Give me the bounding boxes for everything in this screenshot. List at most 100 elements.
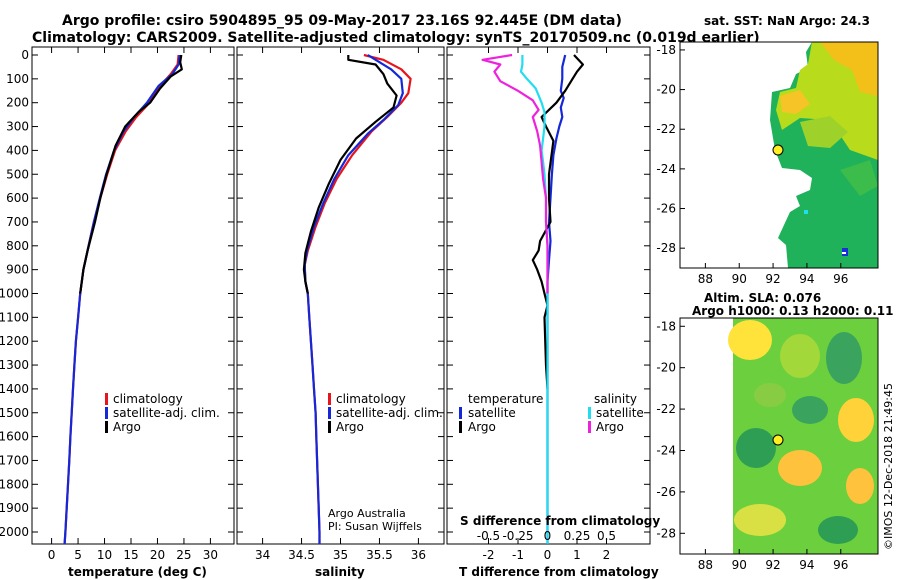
- legend-label-t-argo: Argo: [468, 420, 496, 434]
- sla-map-title-1: Altim. SLA: 0.076: [704, 291, 821, 305]
- depth-tick: 1100: [0, 310, 29, 324]
- temperature-x-label: temperature (deg C): [68, 565, 207, 579]
- legend-label-climatology: climatology: [113, 392, 183, 406]
- series-line-argo: [302, 55, 398, 294]
- depth-tick: 2000: [0, 525, 29, 539]
- legend-group-temperature: temperature: [468, 392, 543, 406]
- series-line-t-argo: [531, 54, 585, 389]
- x-tick-label: 34.5: [288, 548, 315, 562]
- map-y-tick-label: -22: [656, 122, 676, 136]
- map-y-tick-label: -24: [656, 443, 676, 457]
- depth-tick: 200: [6, 96, 29, 110]
- s-diff-tick-label: 0: [544, 529, 552, 543]
- map-y-tick-label: -18: [656, 319, 676, 333]
- series-line-climatology: [63, 54, 180, 544]
- map-y-tick-label: -26: [656, 485, 676, 499]
- s-diff-tick-label: -0.25: [502, 529, 533, 543]
- series-group: [481, 53, 585, 544]
- map-x-tick-label: 96: [833, 558, 848, 572]
- s-diff-tick-label: 0.25: [564, 529, 591, 543]
- legend-swatch-argo: [105, 421, 108, 433]
- legend-swatch-climatology: [105, 393, 108, 405]
- depth-tick: 1800: [0, 477, 29, 491]
- legend-label-s-satellite: satellite: [596, 406, 644, 420]
- depth-tick: 1200: [0, 334, 29, 348]
- depth-tick: 600: [6, 191, 29, 205]
- series-line-s-argo: [481, 53, 549, 294]
- salinity-plot: 34 34.5 35 35.5 36: [255, 47, 426, 562]
- depth-tick: 100: [6, 72, 29, 86]
- depth-tick: 700: [6, 215, 29, 229]
- map-x-tick-label: 92: [765, 558, 780, 572]
- depth-tick: 1000: [0, 287, 29, 301]
- map-y-tick-label: -28: [656, 526, 676, 540]
- map-y-tick-label: -28: [656, 241, 676, 255]
- x-tick-label: 0: [48, 548, 56, 562]
- map-x-tick-label: 96: [833, 272, 848, 286]
- legend-swatch-t-satellite: [459, 407, 462, 419]
- legend-label-argo: Argo: [113, 420, 141, 434]
- map-y-tick-label: -20: [656, 83, 676, 97]
- sst-map-ticks: 88 90 92 94 96 -18 -20 -22 -24 -26 -28: [656, 43, 848, 286]
- map-y-tick-label: -18: [656, 43, 676, 57]
- x-tick-label: 35.5: [366, 548, 393, 562]
- series-group: [63, 54, 183, 544]
- x-tick-label: -2: [483, 548, 495, 562]
- x-tick-label: 20: [150, 548, 165, 562]
- sla-map: [679, 317, 879, 555]
- legend-label-satellite: satellite-adj. clim.: [113, 406, 220, 420]
- salinity-axes: [236, 46, 445, 545]
- map-y-tick-label: -24: [656, 162, 676, 176]
- series-line-satellite-adj-clim-: [303, 54, 404, 544]
- series-group: [302, 53, 412, 544]
- argo-float-marker: [772, 144, 784, 156]
- legend-label-argo: Argo: [336, 420, 364, 434]
- x-tick-label: 5: [74, 548, 82, 562]
- depth-tick-labels: 0 100 200 300 400 500 600 700 800 900 1000 1100 1200…: [0, 48, 650, 539]
- depth-tick: 0: [21, 48, 29, 62]
- sst-map: [679, 41, 879, 269]
- salinity-legend: climatology satellite-adj. clim. Argo Ar…: [328, 392, 443, 533]
- x-tick-label: 15: [123, 548, 138, 562]
- map-x-tick-label: 88: [698, 272, 713, 286]
- series-line-satellite-adj-clim-: [63, 54, 181, 544]
- difference-plot: -2 -1 0 1 2 -0.5 -0.25 0 0.25 0.5: [477, 47, 616, 562]
- depth-tick: 1500: [0, 406, 29, 420]
- series-line-s-satellite: [519, 55, 549, 544]
- map-y-tick-label: -26: [656, 202, 676, 216]
- x-tick-label: 35: [333, 548, 348, 562]
- series-line-climatology: [303, 53, 412, 544]
- credit-line-2: PI: Susan Wijffels: [328, 520, 422, 533]
- legend-label-climatology: climatology: [336, 392, 406, 406]
- temperature-axes: [31, 46, 235, 545]
- depth-tick: 900: [6, 263, 29, 277]
- x-tick-label: 1: [573, 548, 581, 562]
- depth-tick: 1300: [0, 358, 29, 372]
- argo-float-marker: [772, 434, 784, 446]
- legend-swatch-argo: [328, 421, 331, 433]
- x-tick-label: 2: [603, 548, 611, 562]
- depth-tick: 1400: [0, 382, 29, 396]
- legend-label-satellite: satellite-adj. clim.: [336, 406, 443, 420]
- depth-tick: 400: [6, 143, 29, 157]
- legend-swatch-satellite: [105, 407, 108, 419]
- salinity-x-label: salinity: [315, 565, 365, 579]
- map-x-tick-label: 94: [799, 272, 814, 286]
- sst-field: [770, 42, 878, 268]
- map-x-tick-label: 94: [799, 558, 814, 572]
- depth-tick: 1900: [0, 501, 29, 515]
- figure-title-line2: Climatology: CARS2009. Satellite-adjuste…: [32, 30, 760, 46]
- sst-map-title: sat. SST: NaN Argo: 24.3: [704, 14, 870, 28]
- legend-swatch-s-satellite: [588, 407, 591, 419]
- figure-title-line1: Argo profile: csiro 5904895_95 09-May-20…: [62, 13, 622, 29]
- difference-legend: temperature salinity satellite Argo sate…: [459, 392, 644, 434]
- x-tick-label: 0: [544, 548, 552, 562]
- x-tick-label: -1: [512, 548, 524, 562]
- imos-stamp: ©IMOS 12-Dec-2018 21:49:45: [882, 383, 895, 550]
- x-tick-label: 30: [203, 548, 218, 562]
- x-tick-label: 34: [255, 548, 270, 562]
- sla-field: [728, 318, 878, 554]
- depth-tick: 1600: [0, 430, 29, 444]
- legend-swatch-s-argo: [588, 421, 591, 433]
